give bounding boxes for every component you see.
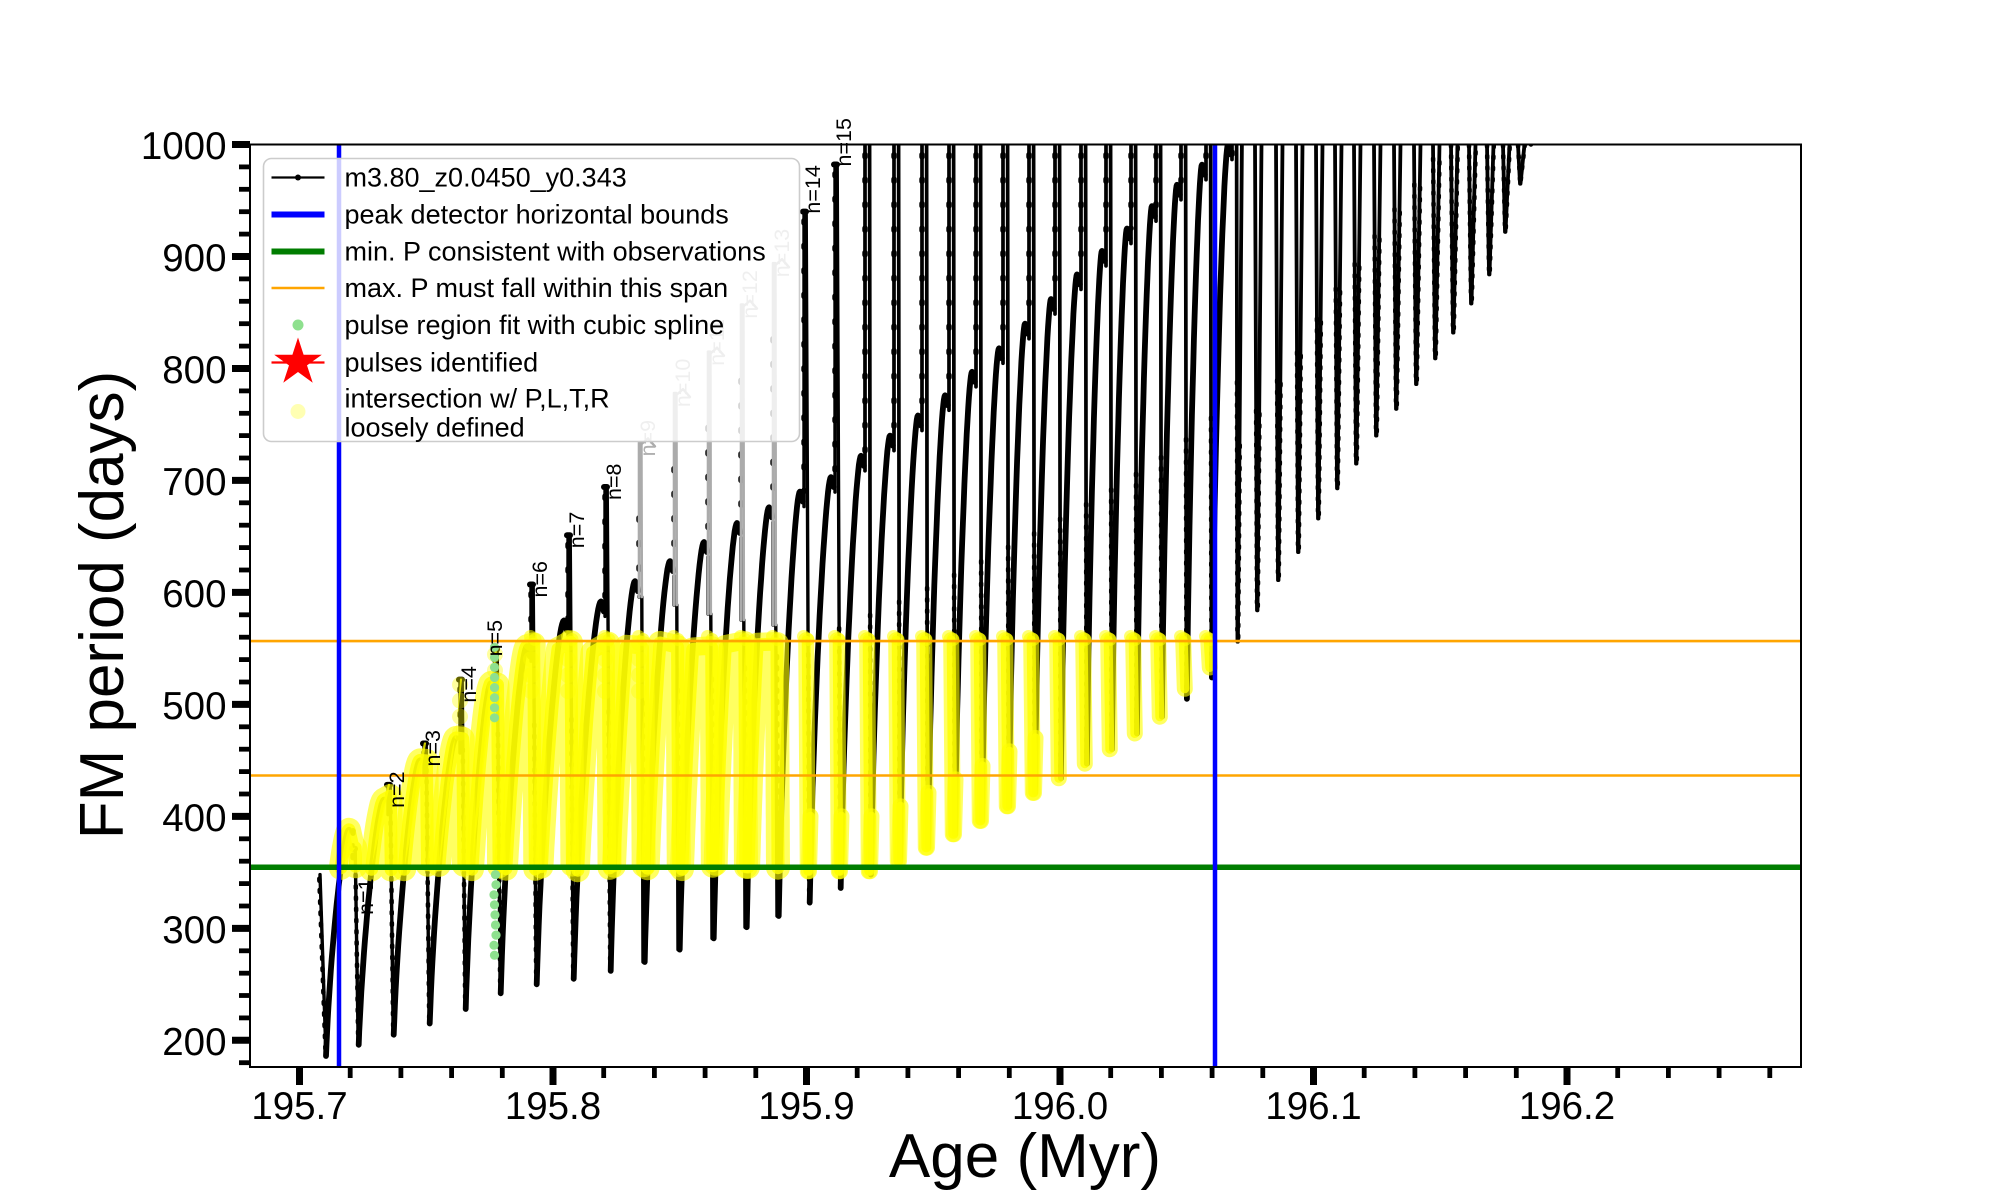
svg-text:1000: 1000 (141, 125, 227, 168)
svg-text:195.9: 195.9 (758, 1085, 854, 1128)
svg-text:n=15: n=15 (832, 118, 856, 166)
svg-text:intersection w/ P,L,T,R: intersection w/ P,L,T,R (345, 384, 610, 414)
svg-text:n=2: n=2 (385, 771, 409, 807)
svg-text:n=5: n=5 (483, 620, 507, 657)
svg-text:400: 400 (162, 797, 226, 840)
svg-text:300: 300 (162, 909, 226, 952)
svg-text:n=14: n=14 (801, 165, 825, 213)
svg-text:min. P consistent with observa: min. P consistent with observations (345, 237, 766, 267)
svg-text:n=6: n=6 (528, 561, 552, 598)
svg-text:FM period (days): FM period (days) (68, 371, 137, 840)
svg-text:pulse region fit with cubic sp: pulse region fit with cubic spline (345, 310, 725, 340)
svg-text:n=7: n=7 (565, 512, 589, 548)
svg-text:peak detector horizontal bound: peak detector horizontal bounds (345, 200, 729, 230)
svg-text:195.7: 195.7 (251, 1085, 347, 1128)
svg-text:max. P must fall within this s: max. P must fall within this span (345, 273, 729, 303)
svg-text:n=8: n=8 (602, 463, 626, 500)
svg-text:196.0: 196.0 (1012, 1085, 1108, 1128)
svg-text:195.8: 195.8 (505, 1085, 601, 1128)
svg-text:200: 200 (162, 1021, 226, 1064)
svg-text:n=1: n=1 (354, 878, 378, 914)
svg-text:m3.80_z0.0450_y0.343: m3.80_z0.0450_y0.343 (345, 163, 627, 193)
svg-text:800: 800 (162, 349, 226, 392)
svg-text:loosely defined: loosely defined (345, 413, 525, 443)
svg-text:600: 600 (162, 573, 226, 616)
svg-text:900: 900 (162, 237, 226, 280)
svg-text:n=3: n=3 (421, 730, 445, 767)
svg-text:Age (Myr): Age (Myr) (889, 1122, 1161, 1191)
svg-text:500: 500 (162, 685, 226, 728)
svg-text:196.1: 196.1 (1265, 1085, 1361, 1128)
svg-text:pulses identified: pulses identified (345, 348, 539, 378)
svg-text:196.2: 196.2 (1519, 1085, 1615, 1128)
svg-text:700: 700 (162, 461, 226, 504)
svg-text:n=4: n=4 (457, 666, 481, 703)
